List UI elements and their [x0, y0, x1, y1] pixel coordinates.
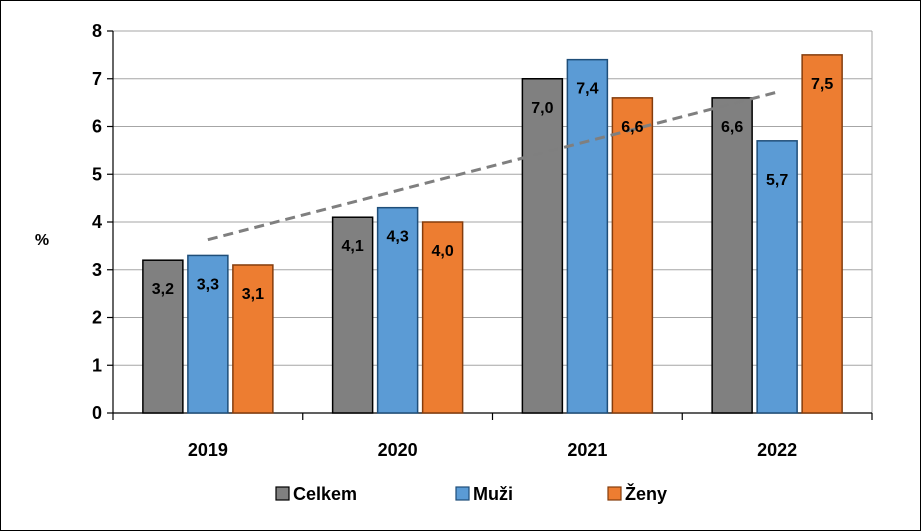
bar-muži	[376, 206, 419, 414]
data-label: 7,0	[531, 100, 553, 117]
x-tick-label: 2022	[757, 440, 797, 460]
x-tick-label: 2020	[378, 440, 418, 460]
legend-label-ženy: Ženy	[625, 483, 667, 504]
bar-ženy	[611, 97, 654, 414]
data-labels: 3,2 4,1 7,0 6,6 3,3 4,3 7,4 5,7 3,1 4,0 6,6 7,5	[152, 76, 834, 303]
bar-celkem	[331, 216, 374, 414]
data-label: 7,4	[576, 81, 598, 98]
bar-ženy	[801, 54, 843, 414]
data-label: 7,5	[811, 76, 833, 93]
legend: Celkem Muži Ženy	[275, 483, 667, 504]
bar-muži	[756, 140, 798, 414]
y-tick-label: 7	[92, 69, 102, 89]
data-label: 3,2	[152, 281, 174, 298]
bar-muži	[566, 58, 609, 414]
data-label: 5,7	[766, 172, 788, 189]
x-tick-label: 2019	[188, 440, 228, 460]
data-label: 4,1	[342, 238, 364, 255]
data-label: 6,6	[621, 119, 643, 136]
y-tick-label: 1	[92, 355, 102, 375]
legend-label-muži: Muži	[473, 484, 513, 504]
bar-celkem	[711, 97, 753, 414]
trendline-layer	[207, 90, 778, 242]
bar-celkem	[521, 78, 564, 414]
bar-muži	[187, 254, 229, 414]
legend-swatch-muži	[455, 486, 470, 501]
legend-swatch-ženy	[607, 486, 622, 501]
data-label: 4,0	[432, 243, 454, 260]
data-label: 3,3	[197, 276, 219, 293]
bars	[142, 54, 843, 414]
bar-ženy	[232, 264, 274, 414]
y-tick-label: 5	[92, 164, 102, 184]
y-tick-label: 0	[92, 403, 102, 423]
data-label: 4,3	[387, 229, 409, 246]
y-tick-label: 3	[92, 260, 102, 280]
y-tick-label: 6	[92, 117, 102, 137]
x-tick-label: 2021	[567, 440, 607, 460]
data-label: 6,6	[721, 119, 743, 136]
y-tick-label: 4	[92, 212, 102, 232]
y-tick-label: 2	[92, 308, 102, 328]
trendline	[207, 90, 778, 242]
bar-celkem	[142, 259, 184, 414]
legend-label-celkem: Celkem	[293, 484, 357, 504]
legend-swatch-celkem	[275, 486, 290, 501]
data-label: 3,1	[242, 286, 264, 303]
y-axis-title: %	[35, 232, 49, 249]
bar-ženy	[421, 221, 464, 414]
y-tick-label: 8	[92, 21, 102, 41]
